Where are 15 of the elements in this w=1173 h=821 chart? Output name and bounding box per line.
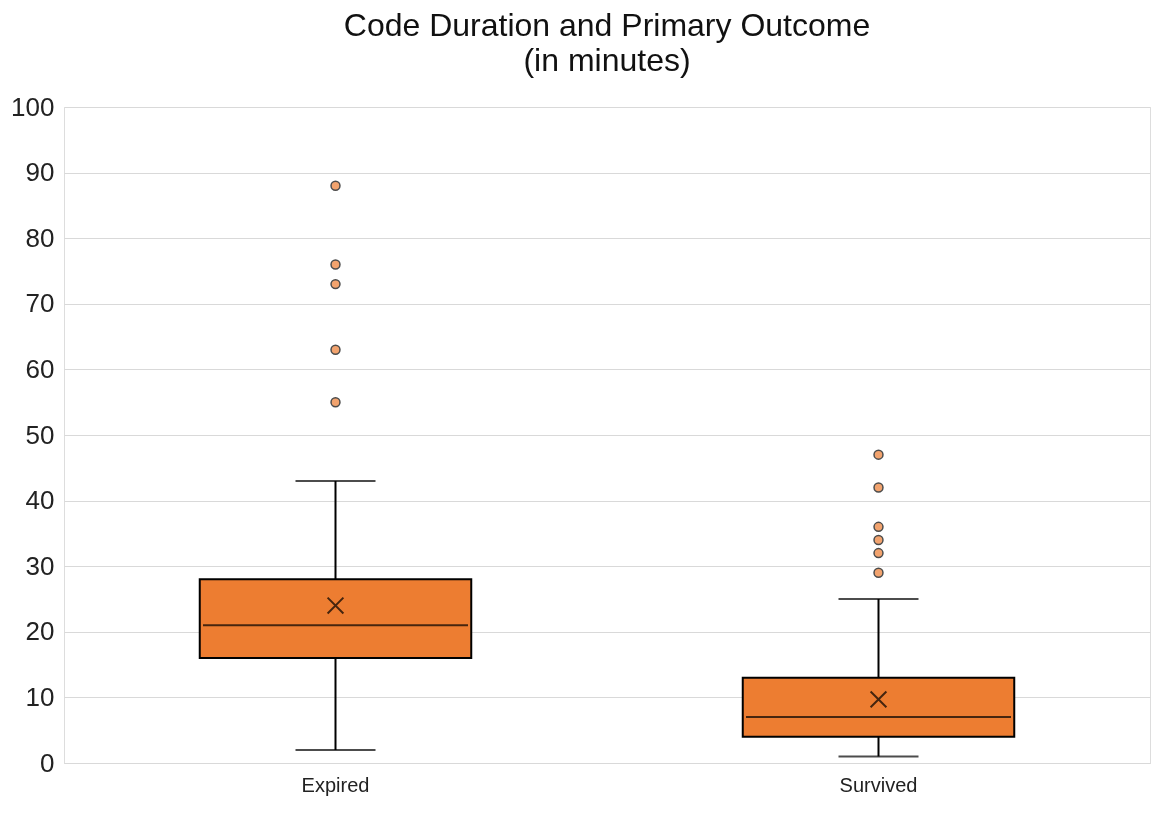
y-tick-label: 0 — [40, 747, 55, 778]
x-tick-label: Survived — [839, 773, 918, 796]
y-tick-label: 90 — [25, 157, 55, 188]
x-tick-label: Expired — [301, 773, 370, 796]
y-tick-label: 30 — [25, 550, 55, 581]
y-tick-label: 100 — [11, 91, 55, 122]
y-tick-label: 80 — [25, 222, 55, 253]
y-tick-label: 60 — [25, 353, 55, 384]
y-tick-label: 20 — [25, 616, 55, 647]
y-tick-label: 40 — [25, 485, 55, 516]
chart-title: Code Duration and Primary Outcome — [343, 7, 871, 43]
y-tick-label: 70 — [25, 288, 55, 319]
chart-subtitle: (in minutes) — [523, 42, 691, 78]
y-tick-label: 10 — [25, 681, 55, 712]
y-tick-label: 50 — [25, 419, 55, 450]
